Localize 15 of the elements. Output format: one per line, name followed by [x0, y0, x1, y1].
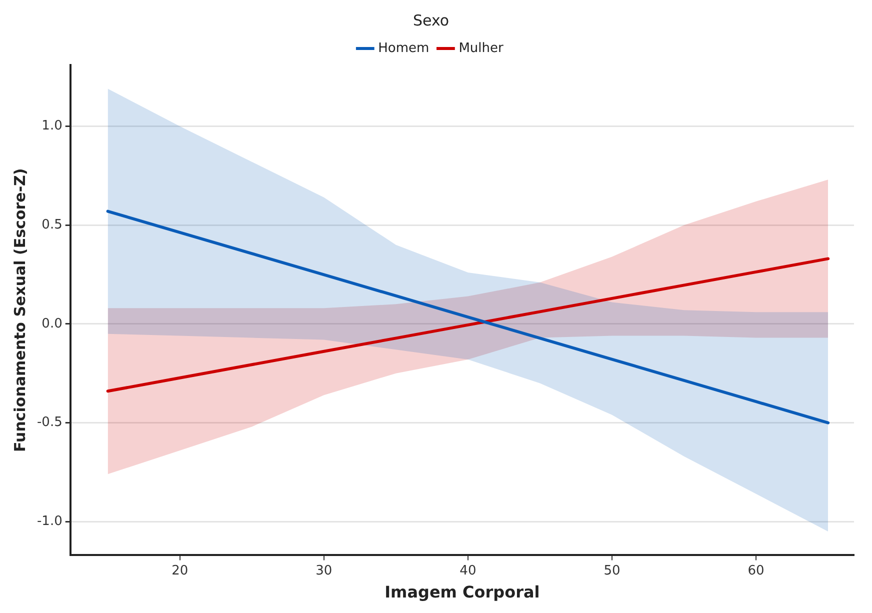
y-tick-label: -0.5 [36, 415, 62, 430]
x-axis-title: Imagem Corporal [384, 582, 540, 602]
y-tick-label: 0.5 [42, 217, 62, 232]
x-tick-label: 40 [460, 563, 476, 578]
y-tick-label: 0.0 [42, 316, 62, 332]
y-axis-title: Funcionamento Sexual (Escore-Z) [10, 168, 29, 452]
x-tick-label: 20 [172, 563, 188, 578]
y-tick-label: 1.0 [42, 118, 62, 134]
x-tick-label: 30 [316, 563, 332, 578]
legend-label: Mulher [458, 40, 504, 56]
x-tick-label: 50 [604, 563, 620, 578]
legend-label: Homem [378, 40, 430, 56]
x-tick-label: 60 [748, 563, 764, 578]
legend-title: Sexo [412, 11, 450, 30]
y-tick-label: -1.0 [36, 514, 62, 529]
